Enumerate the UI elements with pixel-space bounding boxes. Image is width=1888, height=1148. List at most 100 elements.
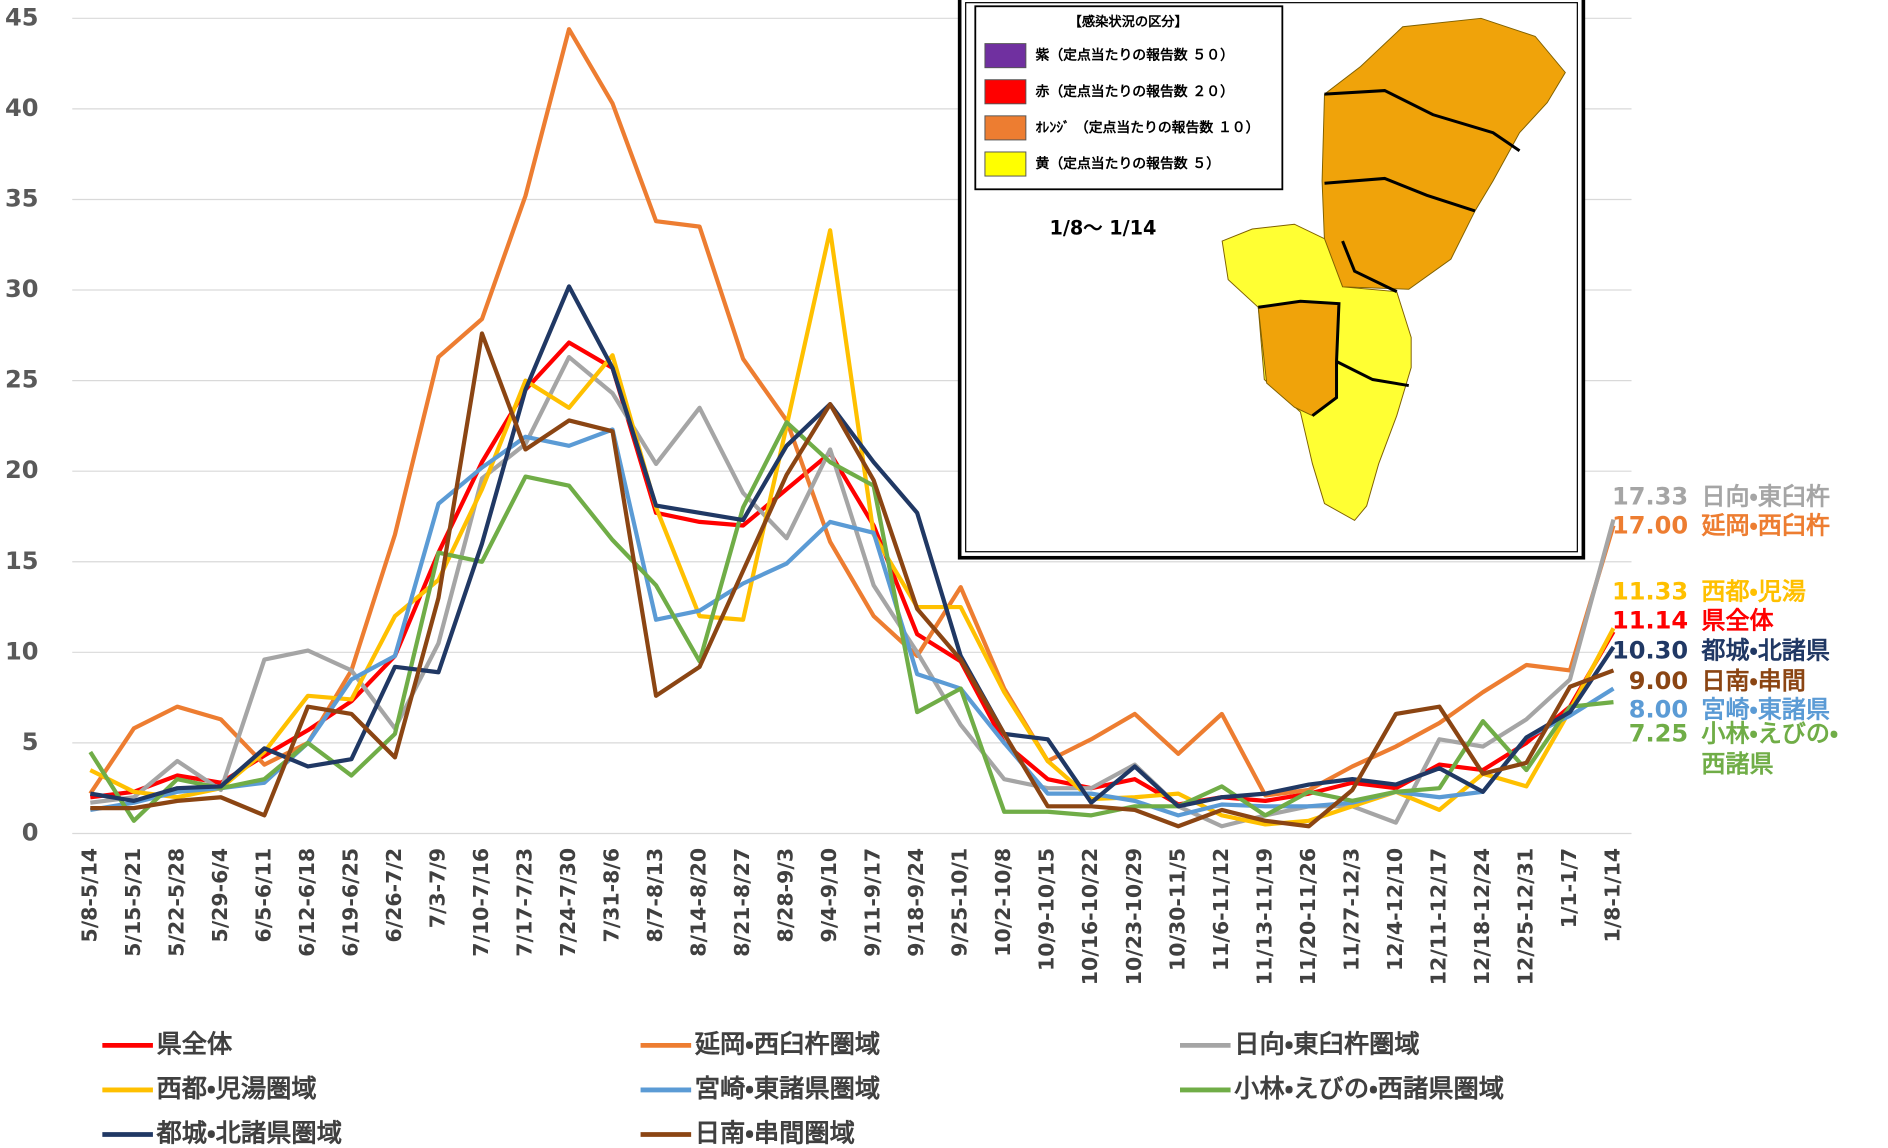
y-tick-label: 35 bbox=[5, 184, 39, 212]
x-tick-label: 7/17-7/23 bbox=[512, 848, 536, 957]
y-tick-label: 15 bbox=[5, 547, 39, 575]
inset-legend-label: ｵﾚﾝｼﾞ （定点当たりの報告数 １０） bbox=[1036, 119, 1260, 136]
x-tick-label: 11/20-11/26 bbox=[1296, 848, 1320, 985]
end-value-label: 10.30 bbox=[1612, 637, 1688, 665]
x-tick-label: 7/3-7/9 bbox=[425, 848, 449, 928]
series-line bbox=[88, 420, 1614, 823]
x-tick-label: 7/31-8/6 bbox=[600, 848, 624, 943]
x-tick-label: 11/27-12/3 bbox=[1339, 848, 1363, 971]
map bbox=[1221, 17, 1566, 522]
inset-legend-swatch bbox=[984, 115, 1027, 141]
legend-label: 小林・えびの・西諸県圏域 bbox=[1234, 1074, 1504, 1103]
grid-layer: 0 5 10 15 20 25 30 35 40 45 5/8-5/14 5/15-5/21 5/22-… bbox=[5, 3, 1632, 985]
end-value-label: 8.00 bbox=[1629, 696, 1688, 724]
inset-legend-label: 紫（定点当たりの報告数 ５０） bbox=[1036, 47, 1234, 64]
legend-label: 延岡・西臼杵圏域 bbox=[695, 1029, 880, 1058]
inset-frame-inner bbox=[965, 2, 1578, 553]
x-tick-label: 6/5-6/11 bbox=[251, 848, 275, 943]
x-tick-label: 8/7-8/13 bbox=[643, 848, 667, 943]
inset-legend-label: 黄（定点当たりの報告数 ５） bbox=[1036, 155, 1221, 172]
map-border bbox=[1335, 360, 1410, 388]
inset-title: 【感染状況の区分】 bbox=[1069, 13, 1188, 30]
x-tick-label: 6/26-7/2 bbox=[382, 848, 406, 943]
map-border bbox=[1324, 176, 1476, 213]
x-tick-label: 9/11-9/17 bbox=[861, 848, 885, 957]
y-tick-label: 30 bbox=[5, 275, 39, 303]
inset-period: 1/8〜 1/14 bbox=[1049, 217, 1156, 240]
y-tick-label: 25 bbox=[5, 366, 39, 394]
series-line bbox=[90, 331, 1615, 829]
x-tick-label: 5/22-5/28 bbox=[164, 848, 188, 957]
x-tick-label: 5/15-5/21 bbox=[121, 848, 145, 957]
x-tick-label: 9/25-10/1 bbox=[948, 848, 972, 957]
end-value-label: 17.00 bbox=[1612, 511, 1688, 539]
x-tick-label: 7/24-7/30 bbox=[556, 848, 580, 957]
x-tick-label: 12/18-12/24 bbox=[1470, 848, 1494, 985]
inset-legend-label: 赤（定点当たりの報告数 ２０） bbox=[1035, 83, 1234, 100]
legend-label: 宮崎・東諸県圏域 bbox=[695, 1074, 880, 1103]
end-name-label: 日向・東臼杵 bbox=[1701, 483, 1830, 511]
y-tick-label: 10 bbox=[5, 637, 39, 665]
end-value-label: 7.25 bbox=[1629, 720, 1688, 748]
x-tick-label: 1/1-1/7 bbox=[1557, 848, 1581, 928]
legend-label: 県全体 bbox=[157, 1029, 234, 1058]
inset-legend-box bbox=[974, 5, 1284, 191]
x-tick-label: 6/12-6/18 bbox=[295, 848, 319, 957]
end-name-label: 小林・えびの・ bbox=[1701, 720, 1838, 748]
end-name-label: 県全体 bbox=[1701, 607, 1774, 635]
x-tick-label: 9/18-9/24 bbox=[904, 848, 928, 957]
inset-legend-swatch bbox=[984, 79, 1027, 105]
line-layer bbox=[88, 27, 1616, 829]
map-border bbox=[1324, 89, 1521, 153]
x-tick-label: 5/29-6/4 bbox=[208, 848, 232, 943]
x-tick-label: 9/4-9/10 bbox=[817, 848, 841, 943]
legend-label: 西都・児湯圏域 bbox=[157, 1074, 317, 1103]
x-tick-label: 12/11-12/17 bbox=[1426, 848, 1450, 985]
end-name-label: 西都・児湯 bbox=[1701, 578, 1805, 606]
x-tick-label: 10/2-10/8 bbox=[991, 848, 1015, 957]
inset-map: 【感染状況の区分】 1/8〜 1/14 紫（定点当たりの報告数 ５０） 赤（定点当… bbox=[957, 0, 1586, 560]
x-tick-label: 10/30-11/5 bbox=[1165, 848, 1189, 971]
legend-label: 日南・串間圏域 bbox=[695, 1119, 855, 1148]
x-tick-label: 12/4-12/10 bbox=[1383, 848, 1407, 971]
end-name-label: 都城・北諸県 bbox=[1700, 637, 1830, 665]
x-tick-label: 10/9-10/15 bbox=[1035, 848, 1059, 971]
map-border bbox=[1341, 240, 1398, 293]
x-tick-label: 12/25-12/31 bbox=[1513, 848, 1537, 985]
series-line bbox=[88, 27, 1616, 798]
y-tick-label: 45 bbox=[5, 3, 39, 31]
end-name-label: 宮崎・東諸県 bbox=[1701, 696, 1830, 724]
x-tick-label: 1/8-1/14 bbox=[1600, 848, 1624, 943]
series-line bbox=[89, 228, 1616, 827]
x-tick-label: 10/23-10/29 bbox=[1122, 848, 1146, 985]
end-value-label: 17.33 bbox=[1612, 483, 1688, 511]
x-tick-label: 8/14-8/20 bbox=[687, 848, 711, 957]
end-name-label: 日南・串間 bbox=[1701, 667, 1805, 695]
x-tick-label: 7/10-7/16 bbox=[469, 848, 493, 957]
y-tick-label: 20 bbox=[5, 456, 39, 484]
inset-legend-swatch bbox=[984, 151, 1027, 177]
legend-label: 日向・東臼杵圏域 bbox=[1234, 1029, 1419, 1058]
y-tick-label: 0 bbox=[22, 818, 39, 846]
end-value-label: 11.33 bbox=[1612, 578, 1688, 606]
x-tick-label: 10/16-10/22 bbox=[1078, 848, 1102, 985]
map-border bbox=[1258, 299, 1341, 417]
inset-legend-swatch bbox=[984, 43, 1027, 69]
y-tick-label: 40 bbox=[5, 94, 39, 122]
end-name-label: 延岡・西臼杵 bbox=[1701, 511, 1830, 539]
y-tick-label: 5 bbox=[22, 728, 39, 756]
x-tick-label: 8/28-9/3 bbox=[774, 848, 798, 943]
x-tick-label: 5/8-5/14 bbox=[77, 848, 101, 943]
series-line bbox=[90, 354, 1616, 829]
x-tick-label: 8/21-8/27 bbox=[730, 848, 754, 957]
series-line bbox=[90, 340, 1616, 807]
x-tick-label: 11/13-11/19 bbox=[1252, 848, 1276, 985]
end-value-label: 11.14 bbox=[1612, 607, 1688, 635]
end-labels: 11.14 県全体 17.00 延岡・西臼杵 17.33 日向・東臼杵 11.33 西都・児湯… bbox=[1612, 483, 1838, 778]
legend-label: 都城・北諸県圏域 bbox=[156, 1119, 342, 1148]
end-value-label: 9.00 bbox=[1629, 667, 1688, 695]
